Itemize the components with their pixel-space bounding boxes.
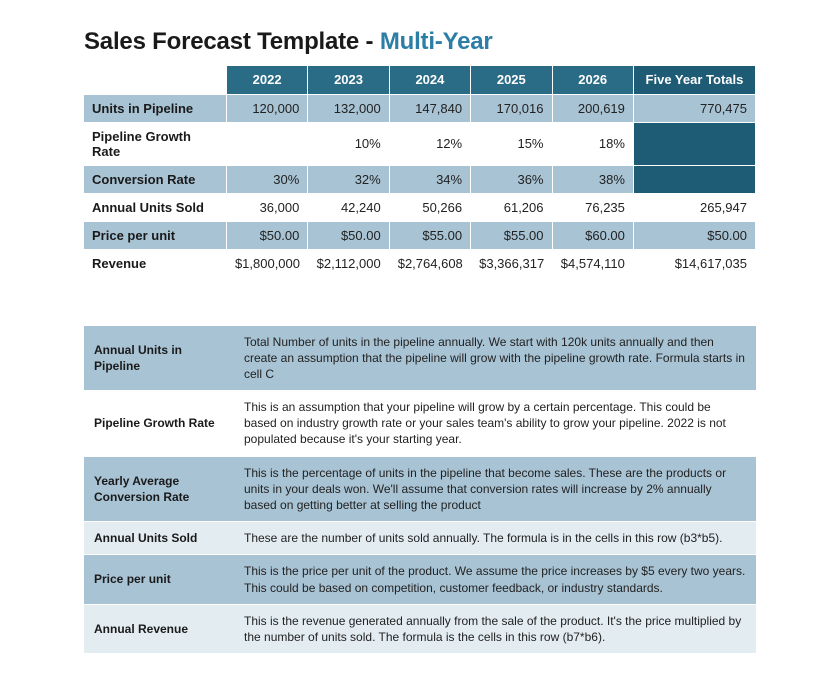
header-total: Five Year Totals [633,66,755,94]
forecast-cell: 34% [389,165,470,193]
definition-row: Price per unitThis is the price per unit… [84,555,756,604]
forecast-cell: 18% [552,122,633,165]
forecast-row: Conversion Rate30%32%34%36%38% [84,165,756,193]
forecast-total-cell: $14,617,035 [633,249,755,277]
forecast-table: 2022 2023 2024 2025 2026 Five Year Total… [84,66,756,278]
forecast-row: Units in Pipeline120,000132,000147,84017… [84,94,756,122]
forecast-cell: 10% [308,122,389,165]
forecast-total-cell [633,122,755,165]
definition-row: Annual Units SoldThese are the number of… [84,522,756,555]
forecast-cell: $50.00 [226,221,307,249]
definition-row: Annual Units in PipelineTotal Number of … [84,326,756,391]
definition-text: This is the revenue generated annually f… [234,604,756,653]
definition-label: Annual Units in Pipeline [84,326,234,391]
row-label: Annual Units Sold [84,193,226,221]
forecast-cell: $60.00 [552,221,633,249]
forecast-cell: 42,240 [308,193,389,221]
forecast-cell: 36% [471,165,552,193]
forecast-cell: 76,235 [552,193,633,221]
forecast-row: Annual Units Sold36,00042,24050,26661,20… [84,193,756,221]
definition-text: This is an assumption that your pipeline… [234,391,756,457]
header-year: 2022 [226,66,307,94]
title-prefix: Sales Forecast Template - [84,28,380,55]
header-year: 2025 [471,66,552,94]
forecast-cell: 38% [552,165,633,193]
forecast-cell: 61,206 [471,193,552,221]
forecast-cell: $3,366,317 [471,249,552,277]
row-label: Revenue [84,249,226,277]
definition-label: Pipeline Growth Rate [84,391,234,457]
forecast-total-cell: $50.00 [633,221,755,249]
forecast-cell: 132,000 [308,94,389,122]
forecast-cell [226,122,307,165]
forecast-cell: 200,619 [552,94,633,122]
forecast-total-cell: 770,475 [633,94,755,122]
header-year: 2023 [308,66,389,94]
definition-row: Annual RevenueThis is the revenue genera… [84,604,756,653]
definition-text: Total Number of units in the pipeline an… [234,326,756,391]
forecast-cell: $50.00 [308,221,389,249]
row-label: Units in Pipeline [84,94,226,122]
forecast-cell: 170,016 [471,94,552,122]
definition-label: Annual Revenue [84,604,234,653]
header-blank [84,66,226,94]
forecast-cell: $2,764,608 [389,249,470,277]
forecast-total-cell [633,165,755,193]
page-title: Sales Forecast Template - Multi-Year [84,28,756,56]
forecast-header-row: 2022 2023 2024 2025 2026 Five Year Total… [84,66,756,94]
forecast-cell: $55.00 [471,221,552,249]
forecast-cell: 120,000 [226,94,307,122]
forecast-row: Pipeline Growth Rate 10%12%15%18% [84,122,756,165]
forecast-cell: 147,840 [389,94,470,122]
forecast-cell: 30% [226,165,307,193]
forecast-row: Price per unit$50.00$50.00$55.00$55.00$6… [84,221,756,249]
definition-row: Yearly Average Conversion RateThis is th… [84,456,756,522]
forecast-cell: $1,800,000 [226,249,307,277]
forecast-cell: 50,266 [389,193,470,221]
header-year: 2024 [389,66,470,94]
definition-text: This is the price per unit of the produc… [234,555,756,604]
forecast-cell: 32% [308,165,389,193]
row-label: Pipeline Growth Rate [84,122,226,165]
title-accent: Multi-Year [380,28,493,55]
definition-label: Annual Units Sold [84,522,234,555]
forecast-cell: 36,000 [226,193,307,221]
row-label: Conversion Rate [84,165,226,193]
row-label: Price per unit [84,221,226,249]
definitions-table: Annual Units in PipelineTotal Number of … [84,326,756,655]
header-year: 2026 [552,66,633,94]
forecast-cell: 15% [471,122,552,165]
forecast-cell: $4,574,110 [552,249,633,277]
forecast-cell: 12% [389,122,470,165]
forecast-row: Revenue$1,800,000$2,112,000$2,764,608$3,… [84,249,756,277]
definition-text: These are the number of units sold annua… [234,522,756,555]
forecast-total-cell: 265,947 [633,193,755,221]
definition-label: Price per unit [84,555,234,604]
forecast-cell: $55.00 [389,221,470,249]
forecast-cell: $2,112,000 [308,249,389,277]
definition-text: This is the percentage of units in the p… [234,456,756,522]
definition-label: Yearly Average Conversion Rate [84,456,234,522]
definition-row: Pipeline Growth RateThis is an assumptio… [84,391,756,457]
